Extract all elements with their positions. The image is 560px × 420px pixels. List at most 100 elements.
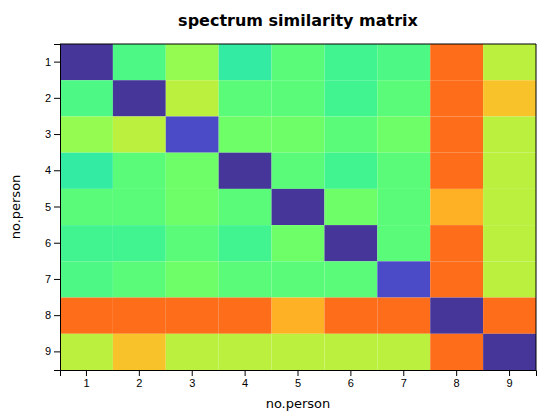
heatmap-cell	[377, 116, 430, 152]
x-axis: 1 2 3 4 5 6 7 8 9	[61, 370, 537, 389]
x-tick: 2	[136, 370, 142, 389]
plot-area: 123456789123456789	[45, 44, 537, 389]
heatmap-cell	[113, 189, 166, 225]
y-tick-mark	[54, 315, 60, 316]
x-tick: 5	[295, 370, 301, 389]
heatmap-cell	[272, 116, 325, 152]
y-tick: 7	[45, 273, 60, 285]
x-tick-label: 7	[401, 377, 407, 389]
cells	[60, 44, 536, 370]
x-tick-label: 4	[242, 377, 248, 389]
heatmap-cell	[60, 44, 113, 80]
heatmap-cell	[430, 116, 483, 152]
y-tick-mark	[54, 243, 60, 244]
y-tick-mark	[54, 62, 60, 63]
heatmap-cell	[324, 334, 377, 370]
heatmap-cell	[166, 261, 219, 297]
heatmap-cell	[219, 44, 272, 80]
heatmap-cell	[219, 334, 272, 370]
heatmap-cell	[219, 298, 272, 334]
heatmap-cell	[166, 80, 219, 116]
heatmap-cell	[377, 334, 430, 370]
x-tick: 1	[83, 370, 89, 389]
frame-top	[60, 44, 536, 45]
heatmap-cell	[219, 225, 272, 261]
x-tick-mark	[192, 370, 193, 376]
heatmap-cell	[324, 80, 377, 116]
heatmap-cell	[166, 189, 219, 225]
heatmap-cell	[483, 189, 536, 225]
heatmap-cell	[219, 153, 272, 189]
heatmap-cell	[113, 261, 166, 297]
heatmap-cell	[324, 261, 377, 297]
x-tick-mark	[245, 370, 246, 376]
x-tick-label: 5	[295, 377, 301, 389]
x-tick: 9	[506, 370, 512, 389]
heatmap-cell	[272, 298, 325, 334]
title: spectrum similarity matrix	[178, 11, 418, 30]
heatmap-cell	[166, 44, 219, 80]
heatmap-cell	[113, 44, 166, 80]
y-tick: 9	[45, 345, 60, 357]
heatmap-cell	[219, 189, 272, 225]
heatmap-cell	[324, 153, 377, 189]
frame-right	[536, 44, 537, 370]
heatmap-cell	[272, 225, 325, 261]
x-tick-label: 9	[506, 377, 512, 389]
x-tick-label: 8	[454, 377, 460, 389]
heatmap-cell	[113, 80, 166, 116]
heatmap-cell	[60, 225, 113, 261]
heatmap-cell	[430, 334, 483, 370]
y-tick: 6	[45, 237, 60, 249]
heatmap-cell	[483, 116, 536, 152]
y-tick: 1	[45, 56, 60, 68]
x-tick-mark	[139, 370, 140, 376]
y-tick-mark	[54, 170, 60, 171]
x-tick-label: 3	[189, 377, 195, 389]
heatmap-cell	[60, 298, 113, 334]
heatmap-cell	[430, 298, 483, 334]
heatmap-cell	[483, 225, 536, 261]
x-tick: 7	[401, 370, 407, 389]
x-tick-label: 2	[136, 377, 142, 389]
x-tick: 3	[189, 370, 195, 389]
x-axis-title: no.person	[266, 396, 331, 411]
y-tick-label: 8	[45, 309, 51, 321]
x-tick-label: 1	[83, 377, 89, 389]
x-tick-mark	[86, 370, 87, 376]
heatmap-cell	[219, 116, 272, 152]
heatmap-cell	[430, 44, 483, 80]
y-tick-label: 5	[45, 201, 51, 213]
y-tick-label: 2	[45, 92, 51, 104]
heatmap-cell	[483, 80, 536, 116]
heatmap-cell	[377, 80, 430, 116]
heatmap-cell	[219, 80, 272, 116]
x-tick-label: 6	[348, 377, 354, 389]
x-tick-mark	[456, 370, 457, 376]
heatmap-cell	[377, 225, 430, 261]
heatmap-cell	[166, 334, 219, 370]
x-tick: 4	[242, 370, 248, 389]
chart: 123456789123456789spectrum similarity ma…	[0, 0, 560, 420]
y-tick-label: 6	[45, 237, 51, 249]
x-tick-mark	[509, 370, 510, 376]
heatmap-cell	[430, 153, 483, 189]
heatmap-cell	[324, 116, 377, 152]
heatmap-cell	[272, 80, 325, 116]
heatmap-cell	[60, 80, 113, 116]
y-tick-label: 9	[45, 345, 51, 357]
heatmap-cell	[377, 298, 430, 334]
heatmap-cell	[324, 225, 377, 261]
heatmap-cell	[113, 153, 166, 189]
heatmap-cell	[324, 189, 377, 225]
y-tick-mark	[54, 134, 60, 135]
heatmap-cell	[60, 116, 113, 152]
y-tick: 2	[45, 92, 60, 104]
heatmap-cell	[272, 334, 325, 370]
heatmap-cell	[60, 261, 113, 297]
heatmap-cell	[113, 116, 166, 152]
heatmap-cell	[430, 225, 483, 261]
heatmap-cell	[60, 153, 113, 189]
heatmap-cell	[430, 189, 483, 225]
x-tick: 6	[348, 370, 354, 389]
